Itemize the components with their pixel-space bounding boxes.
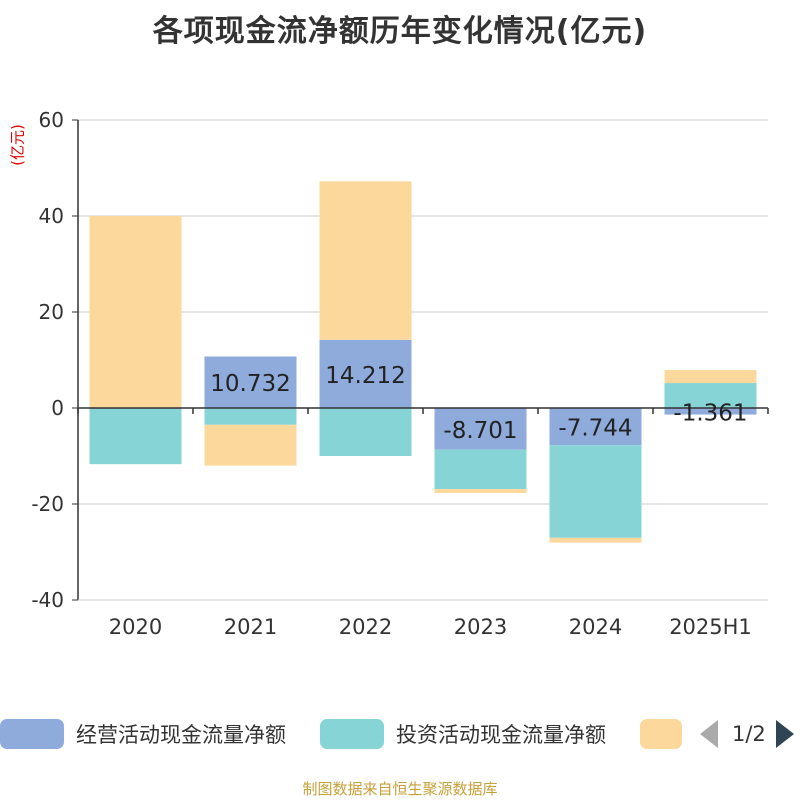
- bar-segment: [434, 408, 527, 450]
- bar-segment: [319, 339, 412, 408]
- bar-segment: [319, 181, 412, 340]
- bar-segment: [549, 445, 642, 538]
- chart-area: -40 -20 0 20 40 60 2020 2021 2022 2023 2024 2025H1 1…: [31, 108, 769, 639]
- y-tick-label: 40: [39, 204, 64, 228]
- data-label: 10.732: [210, 371, 290, 397]
- data-label: 14.212: [325, 363, 405, 389]
- x-tick-label: 2020: [109, 615, 162, 639]
- bar-segment: [664, 383, 757, 408]
- legend-swatch-operating: [0, 719, 64, 749]
- x-tick-label: 2021: [224, 615, 277, 639]
- y-tick-label: -20: [31, 492, 64, 516]
- bar-segment: [434, 449, 527, 490]
- y-tick-label: -40: [31, 588, 64, 612]
- data-label: -7.744: [558, 416, 632, 442]
- data-label: -8.701: [443, 418, 517, 444]
- y-tick-label: 60: [39, 108, 64, 132]
- legend-item-financing[interactable]: [640, 714, 682, 754]
- bar-segment: [434, 489, 527, 493]
- legend-item-investing[interactable]: 投资活动现金流量净额: [320, 714, 606, 754]
- data-source-note: 制图数据来自恒生聚源数据库: [302, 780, 498, 798]
- bar-segment: [549, 408, 642, 446]
- x-tick-label: 2024: [569, 615, 622, 639]
- legend-item-operating[interactable]: 经营活动现金流量净额: [0, 714, 286, 754]
- y-tick-label: 20: [39, 300, 64, 324]
- chart-title: 各项现金流净额历年变化情况(亿元): [152, 14, 648, 49]
- bar-segment: [664, 370, 757, 384]
- legend-pager: 1/2: [700, 714, 800, 754]
- bar-segment: [204, 424, 297, 466]
- legend-swatch-financing: [640, 719, 682, 749]
- bar-segment: [89, 408, 182, 465]
- data-label: -1.361: [673, 400, 747, 426]
- bar-segment: [319, 408, 412, 456]
- bar-segment: [204, 408, 297, 425]
- bar-segment: [549, 537, 642, 543]
- x-tick-label: 2025H1: [669, 615, 752, 639]
- legend-label-investing: 投资活动现金流量净额: [396, 723, 606, 747]
- legend: 经营活动现金流量净额 投资活动现金流量净额 1/2: [0, 714, 800, 754]
- legend-swatch-investing: [320, 719, 384, 749]
- x-tick-label: 2022: [339, 615, 392, 639]
- legend-page-indicator: 1/2: [732, 722, 766, 746]
- y-tick-label: 0: [51, 396, 64, 420]
- x-tick-label: 2023: [454, 615, 507, 639]
- bar-segment: [89, 216, 182, 408]
- next-page-icon[interactable]: [775, 720, 794, 748]
- bar-segment: [204, 356, 297, 408]
- bar-segment: [664, 408, 757, 415]
- prev-page-icon[interactable]: [700, 720, 718, 748]
- legend-label-operating: 经营活动现金流量净额: [76, 723, 286, 747]
